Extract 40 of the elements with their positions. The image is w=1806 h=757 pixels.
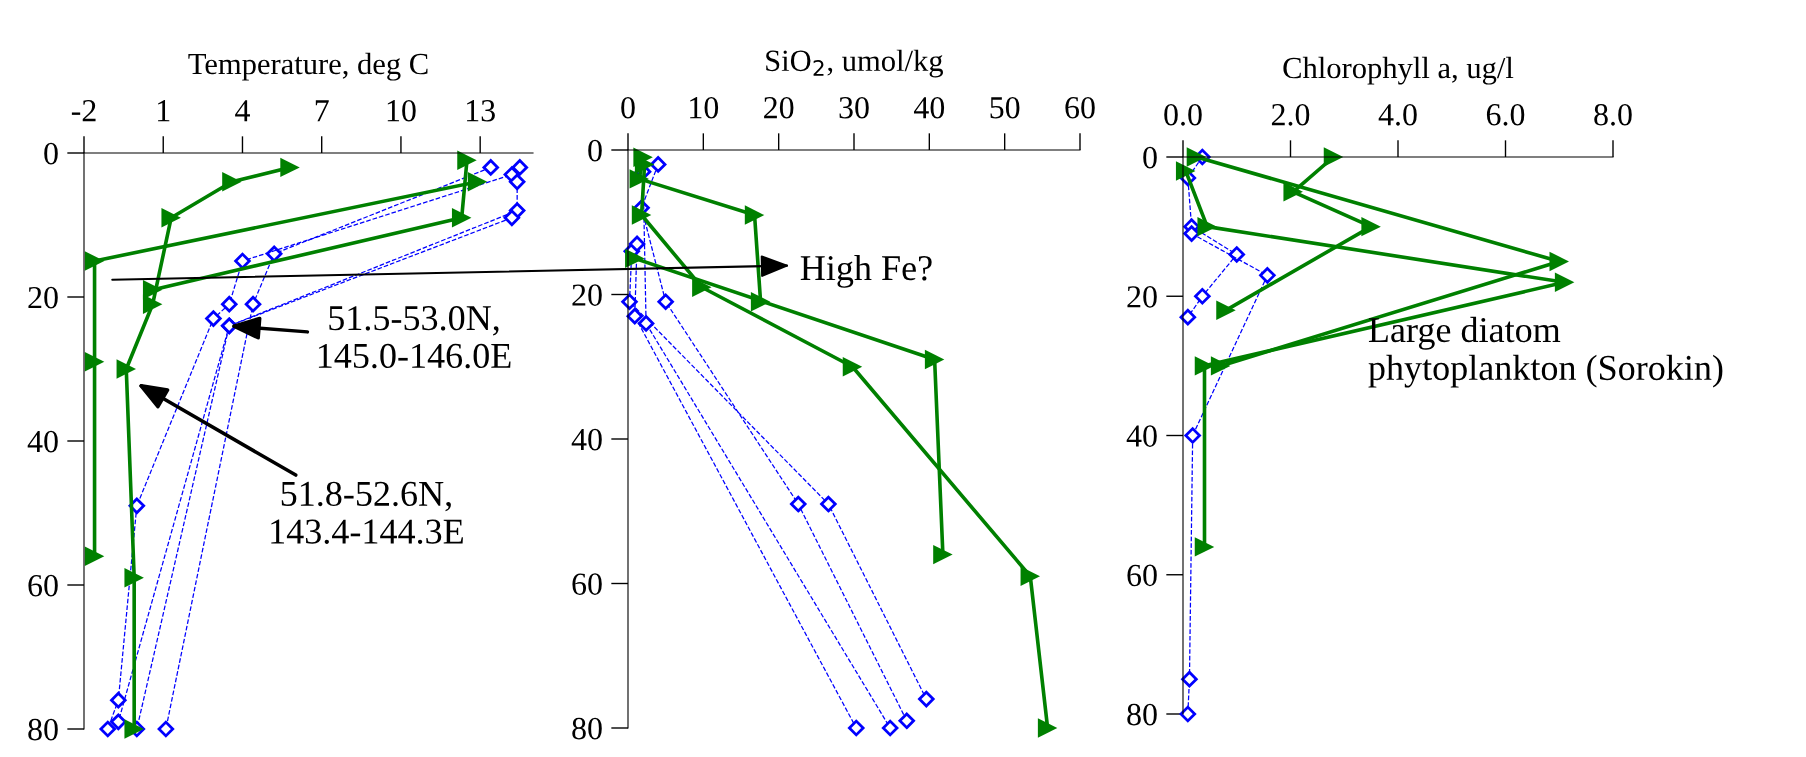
y-tick-label: 20	[1127, 286, 1157, 308]
x-tick-label: 2.0	[1271, 103, 1310, 126]
y-tick-label: 60	[1127, 564, 1157, 587]
y-tick-label: 40	[27, 430, 58, 453]
x-tick-label: -2	[71, 100, 96, 122]
x-tick-label: 13	[467, 100, 495, 122]
x-tick-label: 10	[690, 96, 719, 119]
x-axis-title: SiO$_{2}$, umol/kg	[766, 49, 943, 78]
y-tick-label: 80	[572, 717, 602, 740]
x-axis-title: Temperature, deg C	[188, 52, 428, 81]
x-tick-label: 4.0	[1378, 103, 1417, 126]
x-tick-label: 6.0	[1486, 103, 1525, 126]
x-tick-label: 0.0	[1164, 103, 1202, 126]
y-tick-label: 60	[28, 574, 58, 597]
x-tick-label: 4	[235, 100, 250, 122]
x-tick-label: 1	[158, 100, 170, 122]
x-tick-label: 60	[1065, 96, 1095, 119]
y-tick-label: 40	[1126, 425, 1157, 447]
y-tick-label: 0	[1143, 146, 1157, 169]
y-tick-label: 0	[44, 142, 58, 165]
y-tick-label: 0	[588, 139, 602, 162]
x-tick-label: 0	[621, 96, 635, 119]
x-axis-title: Chlorophyll a, ug/l	[1283, 56, 1514, 85]
x-tick-label: 8.0	[1594, 103, 1632, 126]
x-tick-label: 40	[913, 96, 945, 119]
y-tick-label: 20	[28, 286, 58, 309]
x-tick-label: 30	[839, 96, 869, 119]
y-tick-label: 80	[28, 718, 58, 741]
annotation: 51.8-52.6N, 143.4-144.3E	[271, 481, 463, 544]
y-tick-label: 80	[1127, 703, 1157, 726]
y-tick-label: 40	[571, 428, 602, 451]
x-tick-label: 7	[315, 100, 329, 122]
annotation: Large diatom phytoplankton (Sorokin)	[1368, 316, 1723, 388]
y-tick-label: 60	[572, 573, 602, 595]
y-tick-label: 20	[572, 284, 602, 306]
annotation: 51.5-53.0N, 145.0-146.0E	[318, 305, 511, 369]
x-tick-label: 50	[990, 96, 1020, 119]
x-tick-label: 10	[387, 99, 416, 122]
x-tick-label: 20	[764, 96, 794, 119]
annotation: High Fe?	[800, 254, 932, 288]
